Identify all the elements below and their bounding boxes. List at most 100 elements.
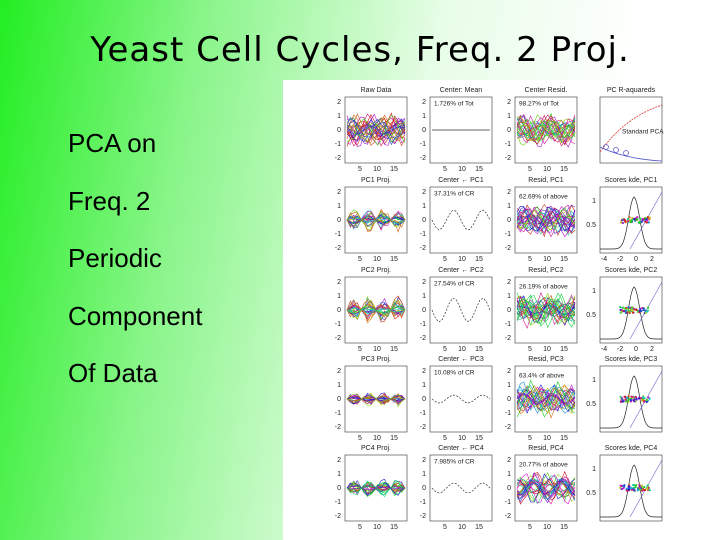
panel-title: Resid, PC1 [528,177,564,184]
curve [516,479,576,499]
panel-title: Scores kde, PC4 [605,445,658,452]
panel-frame [514,454,578,522]
x-tick-label: 5 [358,166,362,173]
score-dot [634,395,637,399]
curve [516,205,576,232]
y-tick-label: 1 [592,288,596,295]
score-dot [643,485,646,489]
annotation: 10.08% of CR [434,370,475,377]
score-dot [647,221,650,224]
y-tick-label: 1 [507,293,511,300]
curve [346,114,406,143]
score-dot [632,486,635,490]
x-tick-label: 0 [634,346,638,353]
panel-title: Scores kde, PC2 [605,267,658,274]
curve [516,292,576,328]
curve [516,470,576,505]
score-dot [622,487,625,490]
score-dot [639,217,642,220]
score-dot [626,307,629,310]
score-dot [636,310,640,314]
slide-title: Yeast Cell Cycles, Freq. 2 Proj. [90,30,630,70]
score-dot [621,400,624,403]
score-dot [626,218,630,221]
y-tick-label: -2 [505,245,511,252]
y-tick-label: 2 [337,457,341,464]
x-tick-label: 10 [543,166,551,173]
annotation: 37.31% of CR [434,191,475,198]
y-tick-label: -1 [505,499,511,506]
panel-frame [514,365,578,433]
score-dot [641,399,644,402]
score-dot [643,400,646,403]
y-tick-label: -2 [505,424,511,431]
bullet: Component [68,301,203,331]
x-tick-label: 0 [634,256,638,263]
curve [516,115,576,145]
score-dot [626,220,630,223]
curve [516,293,576,329]
score-dot [640,310,643,313]
center-curve [431,482,491,494]
curve [516,473,576,503]
score-dot [627,395,630,398]
x-tick-label: 10 [458,346,466,353]
score-dot [635,308,638,312]
y-tick-label: -1 [335,499,341,506]
panel-frame [429,186,493,254]
y-tick-label: 0 [337,307,341,314]
y-tick-label: 1 [422,382,426,389]
y-tick-label: 2 [422,279,426,286]
annotation: 63.4% of above [519,373,565,380]
curve [516,300,576,319]
curve [346,483,406,496]
curve [516,209,576,230]
y-tick-label: -2 [420,245,426,252]
annotation: 26.19% of above [519,284,568,291]
panel-title: PC4 Proj. [361,445,391,452]
y-tick-label: -2 [335,155,341,162]
y-tick-label: -1 [505,321,511,328]
y-tick-label: -1 [335,141,341,148]
score-dot [637,488,640,491]
x-tick-label: 5 [528,346,532,353]
y-tick-label: -1 [420,410,426,417]
score-dot [630,395,633,398]
x-tick-label: 10 [543,256,551,263]
x-tick-label: 15 [560,346,568,353]
score-dot [629,219,633,223]
score-dot [631,311,635,314]
panel-frame [429,454,493,522]
score-dot [632,488,635,491]
annotation: 7.985% of CR [434,459,475,466]
y-tick-label: 1 [592,377,596,384]
score-dot [624,311,627,314]
score-dot [642,396,645,399]
curve [516,115,576,146]
curve [516,385,576,412]
score-dot [641,489,644,492]
figure: Raw Data Center: Mean Center Resid. PC R-aq… [283,80,690,540]
curve [516,389,576,411]
y-tick-label: 2 [507,457,511,464]
curve [516,472,576,502]
panel-title: PC R-aquareds [607,87,656,94]
x-tick-label: -2 [617,346,623,353]
curve [516,117,576,141]
y-tick-label: 0 [337,396,341,403]
curve [346,208,406,233]
y-tick-label: -2 [420,424,426,431]
curve [516,208,576,234]
y-tick-label: 2 [422,99,426,106]
curve [346,119,406,139]
curve [516,208,576,234]
curve [516,114,576,143]
x-tick-label: 5 [358,346,362,353]
curve [346,113,406,147]
kde-curve [600,286,662,340]
x-tick-label: 15 [475,256,483,263]
panel-title: Resid, PC4 [528,445,564,452]
y-tick-label: 2 [422,457,426,464]
score-dot [648,488,651,492]
y-tick-label: -2 [420,513,426,520]
